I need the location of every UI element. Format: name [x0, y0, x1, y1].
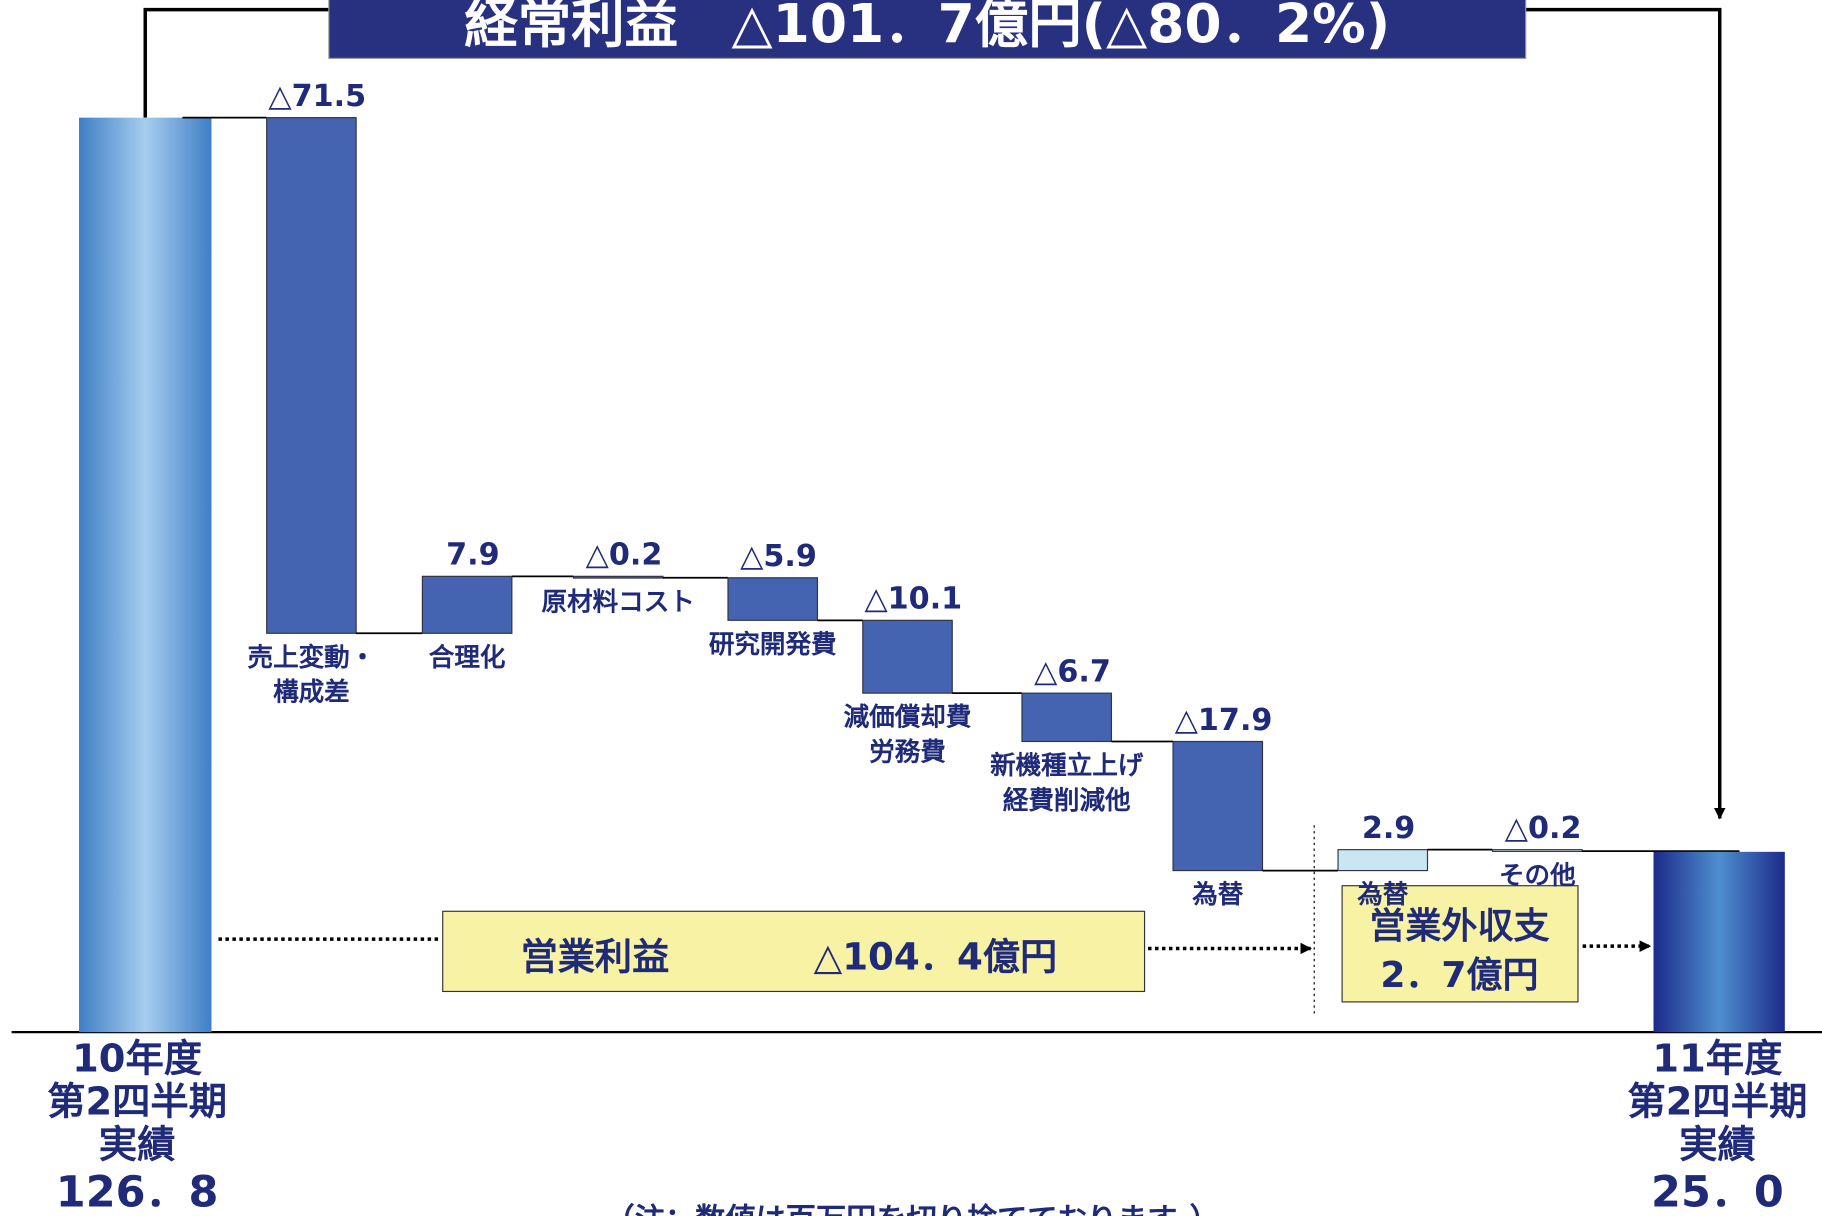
title-box [328, 0, 1527, 59]
value-label: 2.9 [1362, 811, 1416, 846]
operating-box [442, 910, 1146, 993]
bar [1337, 849, 1429, 872]
category-label: その他 [1499, 861, 1576, 891]
frame: 経常利益 △101．7億円(△80．2%) 営業利益 △104．4億円 営業外収… [11, 0, 1822, 1216]
category-line: その他 [1499, 861, 1576, 891]
category-line: 減価償却費 [844, 703, 972, 733]
bar [1021, 692, 1113, 743]
bar [421, 575, 513, 634]
annotation: 2．7億円 [1380, 955, 1538, 996]
bar [266, 117, 357, 634]
value-label: △0.2 [1505, 811, 1582, 846]
category-label: 為替 [1192, 880, 1244, 910]
bar [862, 619, 953, 694]
category-line: 研究開発費 [709, 630, 837, 660]
start-bar [79, 117, 212, 1033]
bar [727, 577, 819, 621]
axis-label: 第2四半期 [1627, 1080, 1807, 1125]
category-line: 合理化 [429, 643, 506, 673]
category-line: 為替 [1357, 880, 1409, 910]
axis-label: 第2四半期 [47, 1080, 227, 1125]
category-line: 為替 [1192, 880, 1244, 910]
value-label: △10.1 [864, 582, 962, 617]
bar [572, 575, 664, 579]
category-line: 労務費 [869, 738, 946, 768]
annotation: 営業利益 [521, 934, 670, 978]
end-bar [1653, 851, 1785, 1033]
category-line: 売上変動・ [248, 643, 376, 673]
non-operating-box [1341, 885, 1579, 1003]
value-label: △71.5 [268, 79, 366, 114]
category-line: 新機種立上げ [990, 751, 1144, 781]
chart-title: 経常利益 △101．7億円(△80．2%) [464, 0, 1390, 55]
category-label: 原材料コスト [542, 588, 695, 618]
value-label: △17.9 [1175, 703, 1273, 738]
annotation: △104．4億円 [814, 934, 1058, 978]
axis-label: 実績 [1679, 1123, 1756, 1168]
axis-label: 実績 [99, 1123, 176, 1168]
note: （注：数値は百万円を切り捨てております。） [605, 1202, 1220, 1216]
value-label: 7.9 [446, 538, 500, 573]
annotation: 営業外収支 [1369, 906, 1549, 947]
bar [1172, 740, 1264, 872]
total-label: 126．8 [56, 1167, 219, 1216]
category-line: 構成差 [273, 678, 350, 708]
category-label: 減価償却費労務費 [844, 703, 972, 768]
value-label: △6.7 [1034, 655, 1111, 690]
category-label: 為替 [1357, 880, 1409, 910]
category-line: 経費削減他 [1003, 786, 1131, 816]
frame-arrow [143, 7, 1726, 820]
category-line: 原材料コスト [542, 588, 695, 618]
category-label: 新機種立上げ経費削減他 [990, 751, 1144, 816]
value-label: △5.9 [740, 539, 817, 574]
axis-label: 11年度 [1652, 1037, 1783, 1082]
axis-label: 10年度 [72, 1037, 203, 1082]
bar [1491, 849, 1583, 852]
category-label: 売上変動・構成差 [248, 643, 376, 708]
category-label: 研究開発費 [709, 630, 837, 660]
category-label: 合理化 [429, 643, 506, 673]
value-label: △0.2 [586, 538, 663, 573]
total-label: 25．0 [1651, 1167, 1784, 1216]
